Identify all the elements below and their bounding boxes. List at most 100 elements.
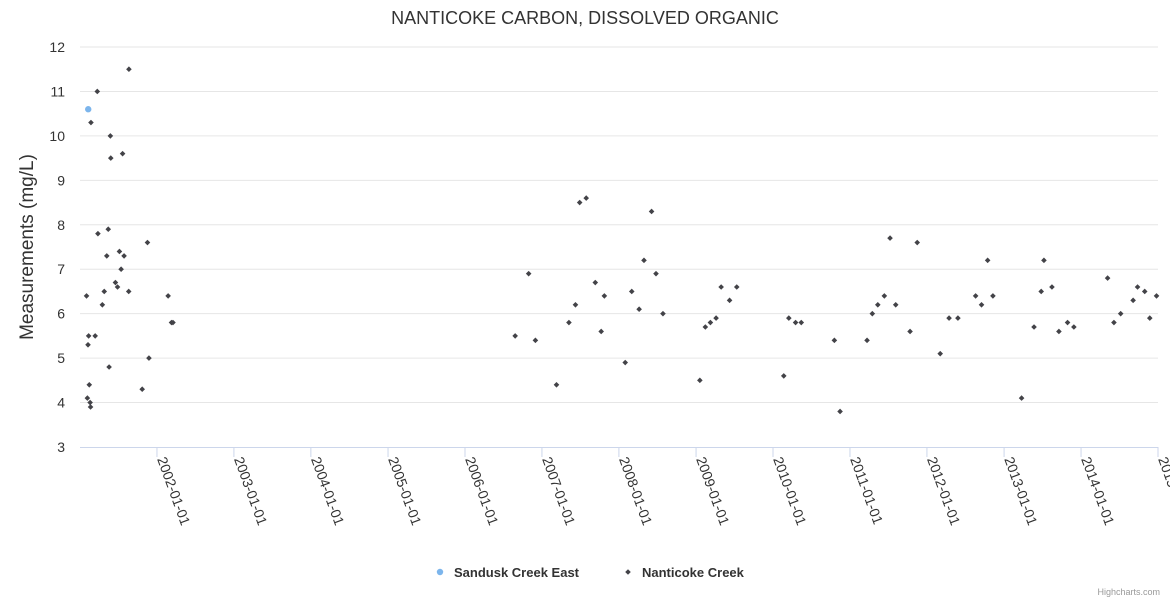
data-point	[1104, 275, 1111, 281]
x-tick-label: 2002-01-01	[154, 455, 194, 528]
series-points	[83, 66, 1160, 415]
data-point	[101, 288, 108, 295]
data-point	[553, 381, 560, 388]
data-point	[95, 230, 101, 237]
data-point	[85, 341, 91, 348]
data-point	[875, 301, 881, 308]
data-point	[955, 315, 961, 321]
data-point	[1141, 288, 1148, 295]
data-point	[121, 253, 127, 259]
data-point	[892, 301, 899, 308]
data-point	[831, 337, 838, 344]
data-point	[105, 226, 112, 233]
y-axis-title: Measurements (mg/L)	[17, 154, 38, 340]
data-point	[87, 404, 94, 410]
y-tick-label: 3	[57, 439, 65, 455]
data-point	[1064, 319, 1071, 326]
data-point	[1134, 284, 1141, 290]
x-tick-label: 2011-01-01	[847, 455, 886, 527]
data-point	[887, 235, 893, 241]
data-point	[512, 333, 518, 339]
data-point	[972, 293, 979, 299]
data-point	[881, 293, 888, 299]
credits-link[interactable]: Highcharts.com	[1097, 587, 1160, 597]
data-point	[1153, 293, 1160, 299]
data-point	[107, 155, 114, 161]
data-point	[978, 301, 985, 308]
x-tick-label: 2004-01-01	[308, 455, 348, 528]
data-point	[170, 319, 176, 326]
data-point	[119, 150, 126, 157]
data-point	[837, 408, 843, 415]
legend-item[interactable]: Nanticoke Creek	[625, 565, 745, 580]
data-point	[106, 364, 112, 370]
data-point	[144, 239, 151, 246]
data-point	[653, 270, 659, 277]
data-points	[83, 66, 1160, 415]
chart-title: NANTICOKE CARBON, DISSOLVED ORGANIC	[391, 8, 779, 28]
data-point	[641, 257, 647, 264]
data-point	[99, 301, 106, 308]
data-point	[83, 293, 90, 299]
data-point	[869, 310, 876, 317]
legend-label: Sandusk Creek East	[454, 565, 580, 580]
data-point	[1071, 324, 1077, 330]
data-point	[636, 306, 642, 313]
y-tick-label: 6	[57, 306, 65, 322]
x-tick-label: 2009-01-01	[693, 455, 733, 528]
data-point	[733, 284, 740, 290]
data-point	[990, 293, 996, 299]
data-point	[1146, 315, 1153, 321]
data-point	[946, 315, 952, 321]
data-point	[86, 381, 93, 388]
legend-label: Nanticoke Creek	[642, 565, 745, 580]
y-tick-label: 7	[57, 261, 65, 277]
grid-lines	[80, 46, 1158, 404]
legend-item[interactable]: Sandusk Creek East	[436, 565, 580, 580]
data-point	[94, 88, 101, 95]
data-point	[532, 337, 539, 344]
data-point	[1041, 257, 1047, 264]
x-axis-ticks: 2002-01-01 2003-01-01 2004-01-01 2005-01-01…	[154, 447, 1170, 528]
data-point	[648, 208, 655, 215]
data-point	[1018, 395, 1025, 401]
data-point	[139, 386, 145, 393]
data-point	[1111, 319, 1117, 326]
data-point	[116, 248, 123, 255]
data-point	[697, 377, 703, 384]
data-point	[702, 324, 709, 330]
data-point	[125, 288, 132, 295]
data-point	[88, 119, 94, 126]
y-tick-label: 10	[49, 128, 65, 144]
data-point	[112, 279, 119, 286]
data-point	[601, 293, 608, 299]
data-point	[914, 239, 921, 246]
data-point	[126, 66, 132, 73]
data-point	[576, 199, 583, 206]
data-point	[622, 359, 629, 366]
data-point	[118, 266, 124, 273]
legend-marker	[436, 568, 444, 576]
x-tick-label: 2008-01-01	[616, 455, 656, 528]
x-tick-label: 2013-01-01	[1001, 455, 1041, 528]
y-tick-label: 8	[57, 217, 65, 233]
series-points	[85, 106, 92, 113]
data-point	[598, 328, 604, 335]
data-point	[107, 133, 114, 139]
y-tick-label: 12	[49, 39, 65, 55]
data-point	[660, 310, 666, 317]
data-point	[792, 319, 799, 326]
y-axis-ticks: 3 4 5 6 7 8 9 10 11 12	[49, 39, 65, 455]
x-tick-label: 2006-01-01	[462, 455, 502, 528]
data-point	[1056, 328, 1062, 335]
data-point	[84, 395, 91, 401]
x-tick-label: 2014-01-01	[1078, 455, 1118, 528]
data-point	[864, 337, 870, 344]
data-point	[628, 288, 635, 295]
x-tick-label: 2003-01-01	[231, 455, 271, 528]
data-point	[937, 350, 944, 357]
data-point	[103, 253, 110, 259]
data-point	[87, 399, 93, 406]
